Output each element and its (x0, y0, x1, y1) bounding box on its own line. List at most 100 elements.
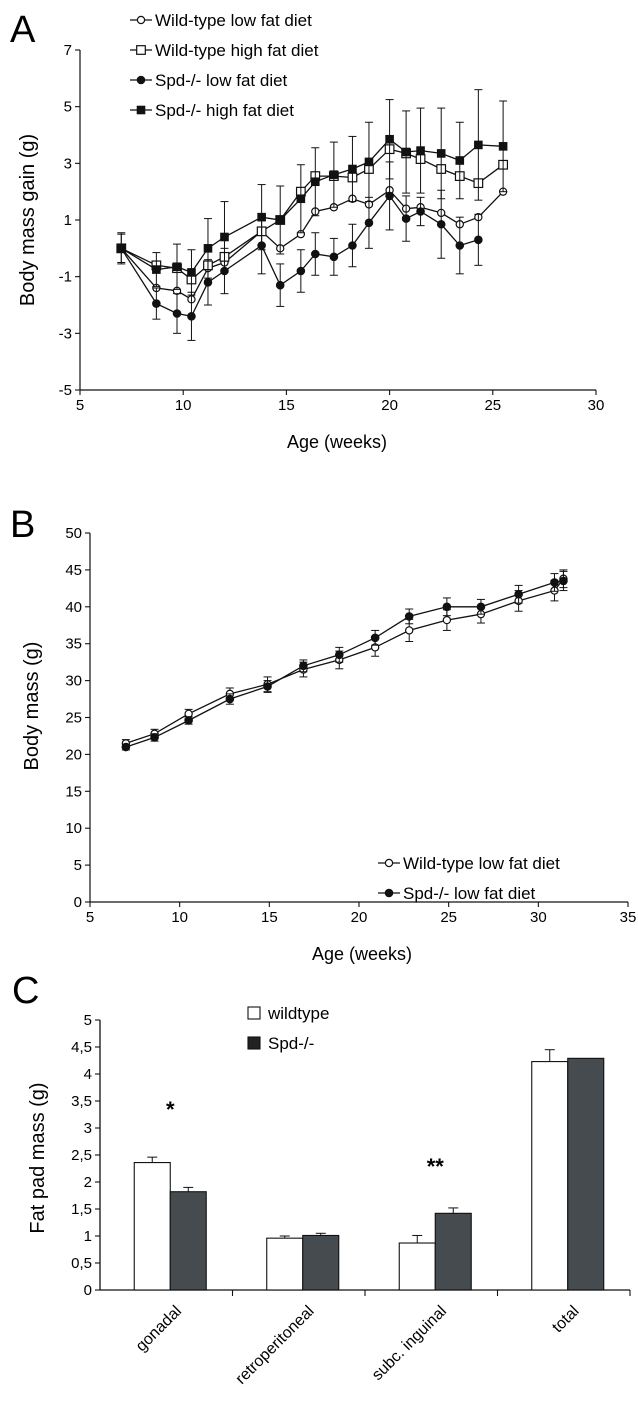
series-1 (117, 186, 508, 304)
data-point (416, 207, 425, 216)
chart-c: Fat pad mass (g) 0 0,5 1 1,5 2 2,5 3 3,5 4 4,5 5 * g… (27, 1004, 631, 1388)
data-point (184, 716, 193, 725)
x-category-label: gonadal (133, 1303, 185, 1355)
x-category-label: total (549, 1303, 582, 1336)
data-point (436, 149, 446, 158)
bar (133, 1162, 171, 1291)
chart-c-ylabel: Fat pad mass (g) (27, 1082, 49, 1233)
y-tick-label: 7 (64, 42, 72, 59)
data-point (442, 615, 452, 625)
data-point (172, 309, 182, 318)
chart-a: Body mass gain (g) Age (weeks) 5 10 15 20 25… (17, 11, 604, 452)
legend-label: Spd-/- high fat diet (155, 101, 294, 120)
y-tick-label: 0 (84, 1282, 92, 1299)
series-line (120, 189, 504, 301)
y-tick-label: 5 (64, 99, 72, 116)
data-point (455, 241, 465, 250)
legend: Wild-type low fat diet Spd-/- low fat die… (378, 854, 560, 903)
data-point (436, 219, 446, 229)
data-point (474, 235, 483, 245)
y-tick-label: 45 (65, 562, 82, 579)
data-point (364, 157, 374, 167)
data-point (405, 626, 414, 635)
data-point (455, 156, 465, 165)
data-point (348, 241, 357, 250)
bar (531, 1061, 569, 1291)
legend-label: Spd-/- (268, 1034, 314, 1053)
data-point (329, 170, 339, 179)
legend-marker (136, 15, 146, 25)
legend-label: Spd-/- low fat diet (155, 71, 288, 90)
y-tick-label: -3 (59, 325, 72, 342)
legend: wildtype Spd-/- (247, 1004, 329, 1053)
data-point (559, 576, 568, 586)
bar (567, 1057, 605, 1291)
y-tick-label: 1,5 (71, 1201, 92, 1218)
data-point (498, 142, 508, 151)
significance-marker: * (166, 1097, 175, 1122)
data-point (385, 134, 394, 144)
x-tick-label: 35 (620, 909, 637, 926)
y-tick-label: 5 (84, 1012, 92, 1029)
data-point (150, 733, 159, 742)
y-tick-label: 0,5 (71, 1255, 92, 1272)
chart-a-xlabel: Age (weeks) (287, 432, 387, 452)
chart-b-xlabel: Age (weeks) (312, 944, 412, 964)
legend-marker (136, 75, 146, 85)
data-point (299, 661, 308, 671)
bar (169, 1191, 207, 1291)
data-point (401, 214, 411, 223)
y-tick-label: 4 (84, 1066, 92, 1083)
chart-b-ylabel: Body mass (g) (21, 642, 43, 771)
y-tick-label: 3 (64, 155, 72, 172)
legend-swatch (247, 1036, 261, 1050)
panel-letter-a: A (10, 9, 36, 51)
bar (302, 1234, 340, 1291)
legend-marker (384, 858, 394, 868)
y-tick-label: 10 (65, 820, 82, 837)
data-point (364, 218, 374, 228)
y-tick-label: 15 (65, 783, 82, 800)
y-tick-label: 40 (65, 599, 82, 616)
data-point (310, 249, 320, 259)
data-point (404, 612, 414, 621)
legend-label: Wild-type low fat diet (155, 11, 312, 30)
data-point (296, 194, 306, 204)
data-point (203, 244, 213, 253)
data-point (329, 252, 339, 262)
data-point (203, 278, 213, 287)
data-point (348, 164, 357, 174)
legend-label: Spd-/- low fat diet (403, 884, 536, 903)
x-tick-label: 15 (261, 909, 278, 926)
panel-letter-c: C (12, 970, 39, 1012)
data-point (152, 299, 161, 308)
legend-marker (136, 105, 146, 115)
x-category-label: retroperitoneal (233, 1303, 318, 1388)
chart-a-ylabel: Body mass gain (g) (17, 134, 39, 306)
y-tick-label: 20 (65, 746, 82, 763)
y-tick-label: 1 (84, 1228, 92, 1245)
legend-swatch (247, 1006, 261, 1020)
data-point (263, 682, 272, 691)
x-tick-label: 15 (278, 397, 295, 414)
data-point (310, 177, 320, 187)
x-tick-label: 30 (588, 397, 605, 414)
y-tick-label: 2 (84, 1174, 92, 1191)
data-point (187, 312, 196, 321)
x-category-label: subc. inguinal (369, 1303, 450, 1384)
legend-label: Wild-type high fat diet (155, 41, 319, 60)
y-tick-label: 4,5 (71, 1039, 92, 1056)
data-point (220, 232, 229, 242)
data-point (121, 742, 131, 752)
y-tick-label: 3,5 (71, 1093, 92, 1110)
x-tick-label: 25 (440, 909, 457, 926)
bar (398, 1242, 436, 1291)
y-tick-label: 5 (74, 857, 82, 874)
legend-marker (136, 45, 146, 55)
x-tick-label: 20 (351, 909, 368, 926)
x-tick-label: 5 (86, 909, 94, 926)
x-tick-label: 5 (76, 397, 84, 414)
significance-marker: ** (427, 1154, 445, 1179)
data-point (275, 215, 285, 225)
